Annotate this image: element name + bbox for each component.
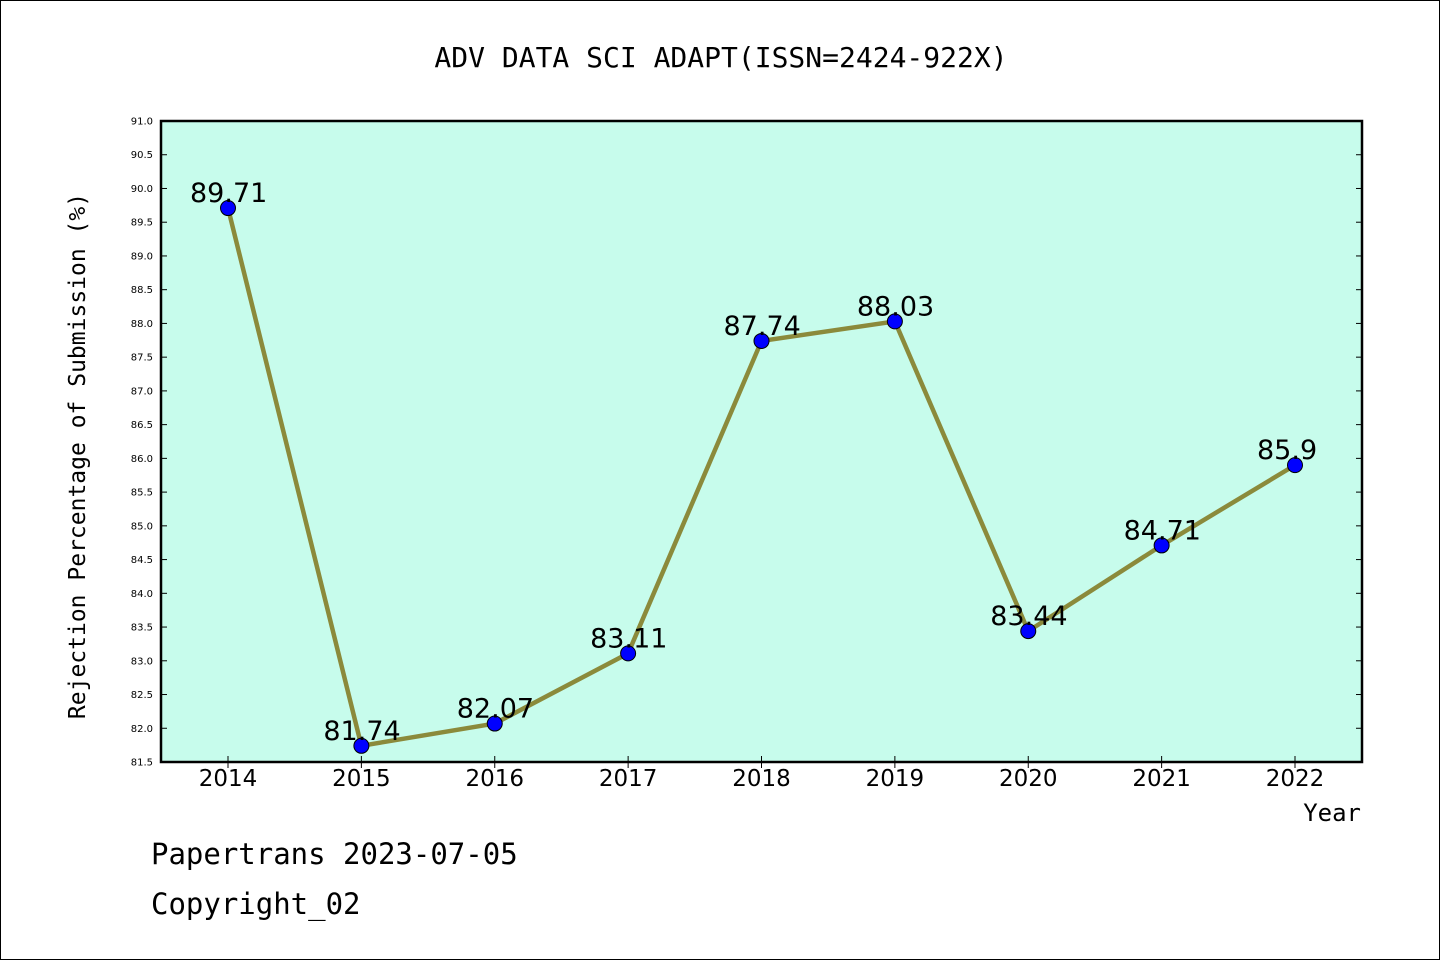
data-label: 89.71 [190,178,267,209]
y-tick-label: 90.0 [131,184,153,195]
y-axis-ticks: 81.5 82.0 82.5 83.0 83.5 84.0 84.5 85.0 85.5 86.0… [131,117,1362,769]
chart-title: ADV DATA SCI ADAPT(ISSN=2424-922X) [434,41,1007,74]
x-tick-label: 2017 [599,766,658,792]
x-tick-label: 2018 [732,766,791,792]
y-tick-label: 83.5 [131,623,153,634]
y-tick-label: 86.0 [131,454,153,465]
y-tick-label: 86.5 [131,420,153,431]
data-label: 83.44 [990,601,1067,632]
data-point [1020,623,1037,640]
y-tick-label: 85.5 [131,488,153,499]
x-tick-label: 2021 [1132,766,1191,792]
data-label: 84.71 [1124,515,1201,546]
data-point [353,737,370,754]
data-label: 81.74 [323,716,400,747]
x-tick-label: 2020 [999,766,1058,792]
data-label: 83.11 [590,623,667,654]
x-tick-label: 2014 [199,766,258,792]
data-label: 88.03 [857,291,934,322]
y-tick-label: 88.0 [131,319,153,330]
x-tick-label: 2022 [1266,766,1325,792]
footer-date-text: Papertrans 2023-07-05 [151,837,518,871]
x-tick-label: 2016 [465,766,524,792]
data-labels: 89.71 81.74 82.07 83.11 87.74 88.03 83.44 84.71… [190,178,1317,747]
data-point [220,200,236,217]
data-label: 85.9 [1257,435,1317,466]
y-tick-label: 81.5 [131,758,153,769]
y-tick-label: 91.0 [131,117,153,128]
data-point [620,645,637,662]
plot-border [159,119,1364,764]
data-point [1153,537,1170,554]
x-tick-label: 2015 [332,766,391,792]
data-point [1287,457,1303,474]
y-tick-label: 90.5 [131,150,153,161]
y-tick-label: 83.0 [131,656,153,667]
y-tick-label: 85.0 [131,521,153,532]
data-point [886,313,903,330]
x-tick-label: 2019 [866,766,925,792]
plot-area [161,121,1362,762]
x-axis-ticks: 2014 2015 2016 2017 2018 2019 2020 2021 2022 [199,756,1325,792]
y-tick-label: 82.5 [131,690,153,701]
y-tick-label: 84.5 [131,555,153,566]
series-markers [220,200,1303,754]
y-tick-label: 84.0 [131,589,153,600]
y-tick-label: 82.0 [131,724,153,735]
data-label: 87.74 [724,311,801,342]
y-tick-label: 88.5 [131,285,153,296]
y-tick-label: 87.0 [131,386,153,397]
y-tick-label: 89.0 [131,251,153,262]
y-tick-label: 87.5 [131,353,153,364]
y-tick-label: 89.5 [131,218,153,229]
footer-copyright-text: Copyright_02 [151,887,361,921]
data-label: 82.07 [457,694,534,725]
y-axis-label: Rejection Percentage of Submission (%) [65,193,91,719]
data-point [753,332,770,349]
x-axis-label: Year [1303,799,1361,827]
data-point [486,715,503,732]
